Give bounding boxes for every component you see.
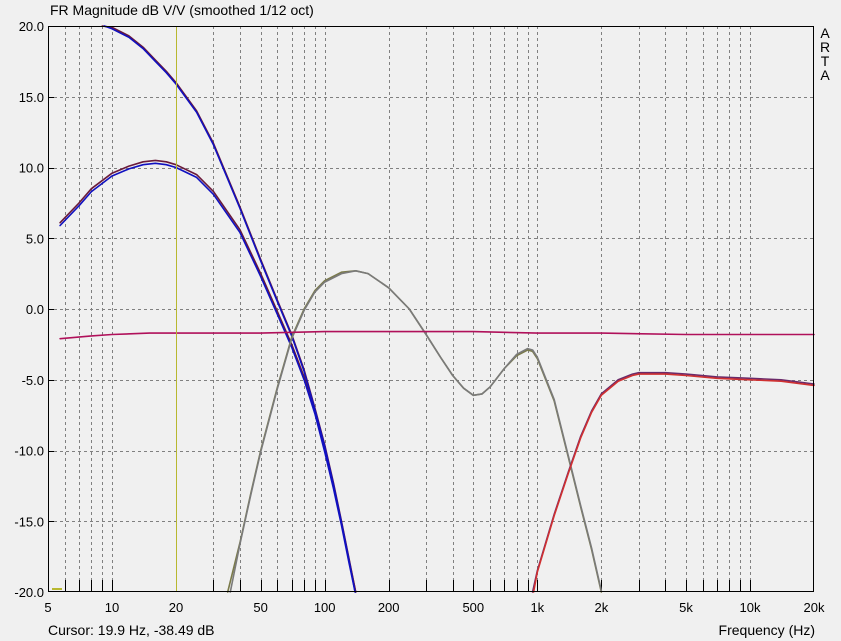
- brand-logo: A R T A: [818, 26, 832, 82]
- y-tick-label: -5.0: [22, 373, 44, 388]
- chart-title: FR Magnitude dB V/V (smoothed 1/12 oct): [50, 2, 314, 18]
- x-tick-label: 20: [169, 600, 183, 615]
- x-tick-label: 500: [462, 600, 484, 615]
- cursor-readout: Cursor: 19.9 Hz, -38.49 dB: [48, 622, 215, 638]
- x-tick-label: 200: [378, 600, 400, 615]
- x-tick-label: 10: [105, 600, 119, 615]
- y-tick-label: 0.0: [26, 302, 44, 317]
- series-line-6: [229, 269, 603, 593]
- brand-letter: A: [820, 25, 830, 41]
- x-tick-label: 10k: [739, 600, 760, 615]
- series-line-8: [532, 373, 815, 593]
- x-tick-label: 5: [44, 600, 51, 615]
- x-tick-label: 50: [253, 600, 267, 615]
- minor-tick-marks: [48, 97, 751, 592]
- brand-letter: T: [820, 53, 830, 69]
- x-tick-label: 100: [314, 600, 336, 615]
- series-group: [59, 25, 815, 593]
- grid-lines: [48, 26, 814, 592]
- x-tick-labels: 5 10 20 50 100 200 500 1k 2k 5k 10k 20k: [44, 600, 825, 615]
- series-line-2: [59, 162, 356, 593]
- y-tick-label: 20.0: [19, 19, 44, 34]
- y-tick-label: -20.0: [14, 585, 44, 600]
- series-line-4: [103, 25, 356, 593]
- x-tick-label: 1k: [530, 600, 544, 615]
- x-axis-label: Frequency (Hz): [718, 622, 815, 638]
- x-tick-label: 20k: [804, 600, 825, 615]
- plot-frame: [48, 26, 814, 592]
- series-line-9: [59, 330, 815, 340]
- y-tick-label: -10.0: [14, 444, 44, 459]
- brand-letter: A: [820, 67, 830, 83]
- y-tick-label: -15.0: [14, 514, 44, 529]
- x-tick-label: 5k: [679, 600, 693, 615]
- y-tick-label: 15.0: [19, 90, 44, 105]
- y-tick-labels: 20.0 15.0 10.0 5.0 0.0 -5.0 -10.0 -15.0 -20.0: [14, 19, 44, 600]
- x-tick-label: 2k: [594, 600, 608, 615]
- y-tick-label: 5.0: [26, 231, 44, 246]
- y-tick-label: 10.0: [19, 161, 44, 176]
- brand-letter: R: [819, 39, 831, 55]
